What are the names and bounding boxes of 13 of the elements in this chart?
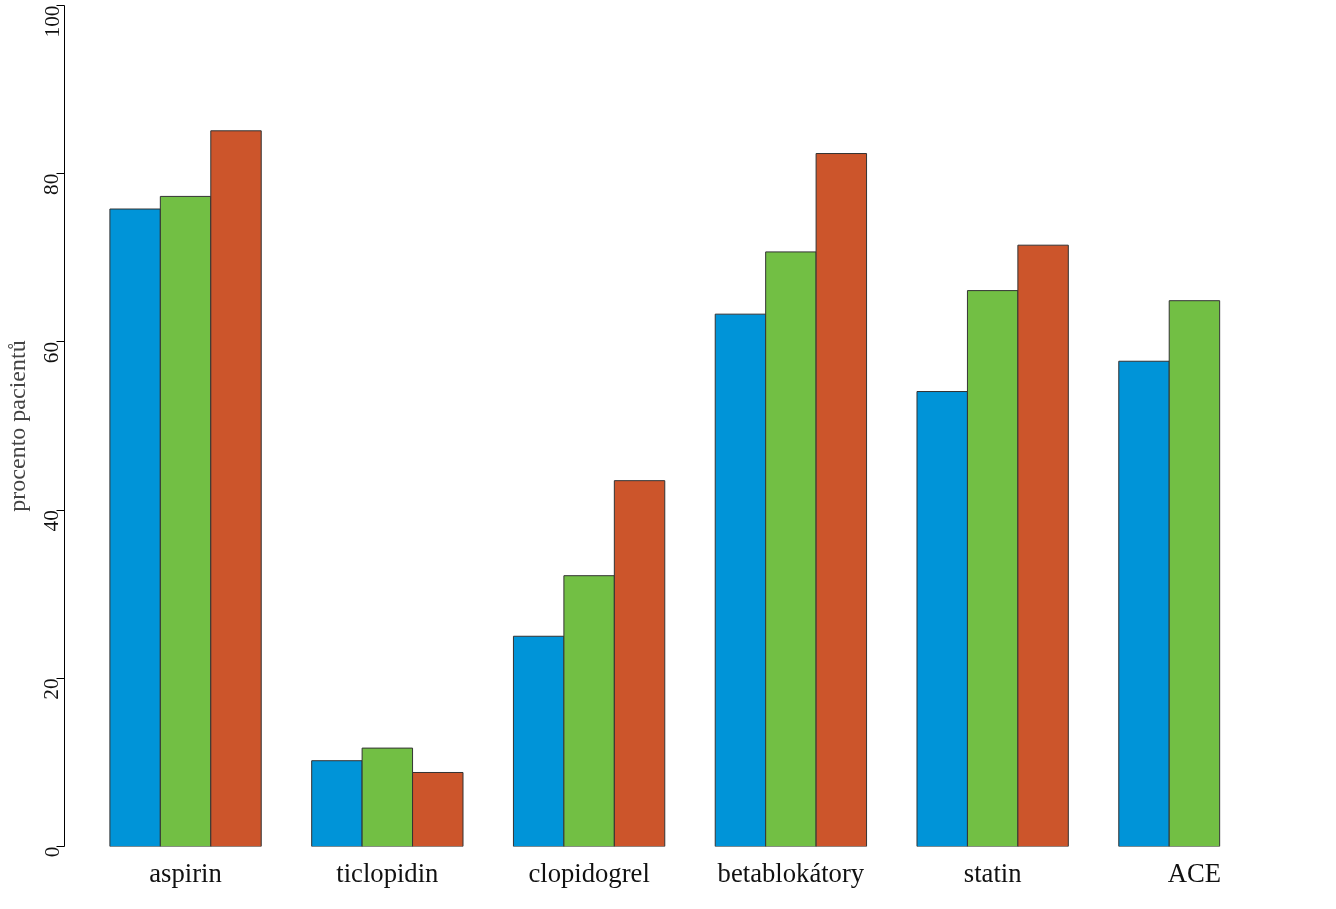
y-tick-label: 0 (39, 846, 64, 858)
y-tick-label: 60 (39, 341, 64, 364)
y-tick-label: 80 (39, 173, 64, 196)
x-tick-label: betablokátory (717, 857, 865, 888)
x-tick-label: ticlopidin (336, 857, 439, 888)
y-tick-label: 40 (39, 510, 64, 532)
y-tick-label: 20 (39, 678, 64, 700)
y-axis-title: procento pacientů (3, 340, 30, 512)
y-tick-label: 100 (39, 5, 64, 38)
x-tick-label: ACE (1167, 857, 1222, 888)
x-tick-label: clopidogrel (528, 857, 650, 888)
x-tick-label: aspirin (149, 857, 222, 888)
x-tick-label: statin (963, 857, 1022, 888)
